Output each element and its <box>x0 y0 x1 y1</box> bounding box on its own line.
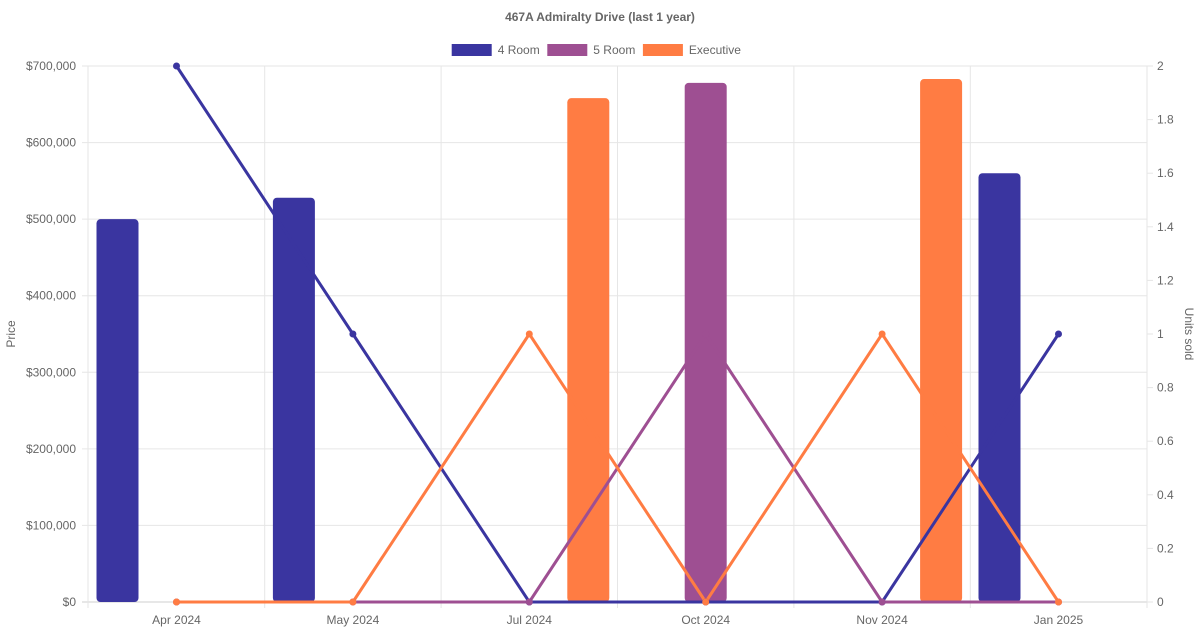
x-tick-label: Oct 2024 <box>681 613 730 627</box>
legend-swatch <box>547 44 588 56</box>
y-tick-label: $100,000 <box>26 518 76 532</box>
data-point <box>702 598 710 606</box>
y2-tick-label: 0 <box>1157 595 1164 609</box>
legend-swatch <box>642 44 683 56</box>
legend[interactable]: 4 Room 5 Room Executive <box>451 43 742 57</box>
series-line <box>176 332 1060 604</box>
y2-tick-label: 1.4 <box>1157 220 1174 234</box>
data-point <box>173 598 180 606</box>
bar <box>567 98 610 602</box>
bar <box>96 219 139 602</box>
y-tick-label: $700,000 <box>26 59 76 73</box>
data-point <box>173 62 180 70</box>
data-point <box>525 598 533 606</box>
bar <box>920 79 963 602</box>
y2-tick-label: 1.8 <box>1157 113 1174 127</box>
y2-tick-label: 0.8 <box>1157 381 1174 395</box>
data-point <box>525 330 533 338</box>
legend-label: Executive <box>689 43 741 57</box>
gridlines <box>82 65 1153 608</box>
y-tick-label: $400,000 <box>26 289 76 303</box>
chart-title: 467A Admiralty Drive (last 1 year) <box>505 10 695 24</box>
data-point <box>702 330 710 338</box>
bar <box>978 173 1021 602</box>
y2-tick-label: 1.6 <box>1157 166 1174 180</box>
data-point <box>878 598 886 606</box>
y-tick-label: $500,000 <box>26 212 76 226</box>
lines <box>175 65 1060 604</box>
y-axis-left: $0 $100,000 $200,000 $300,000 $400,000 $500,0… <box>26 59 76 609</box>
series-line <box>175 65 1060 604</box>
legend-label: 4 Room <box>498 43 540 57</box>
y-tick-label: $200,000 <box>26 442 76 456</box>
y2-tick-label: 0.2 <box>1157 541 1174 555</box>
x-tick-label: Apr 2024 <box>152 613 201 627</box>
bar <box>272 197 315 602</box>
x-tick-label: Jan 2025 <box>1034 613 1084 627</box>
x-tick-label: May 2024 <box>327 613 380 627</box>
x-tick-label: Jul 2024 <box>507 613 553 627</box>
y-tick-label: $300,000 <box>26 365 76 379</box>
x-axis: Apr 2024 May 2024 Jul 2024 Oct 2024 Nov 2024… <box>152 613 1083 627</box>
x-tick-label: Nov 2024 <box>856 613 908 627</box>
legend-swatch <box>451 44 492 56</box>
y-axis-title: Price <box>4 320 18 348</box>
data-point <box>878 330 886 338</box>
y2-tick-label: 1 <box>1157 327 1164 341</box>
y-tick-label: $600,000 <box>26 136 76 150</box>
legend-label: 5 Room <box>593 43 635 57</box>
y2-tick-label: 0.4 <box>1157 488 1174 502</box>
data-point <box>1055 330 1062 338</box>
data-point <box>349 330 357 338</box>
y2-tick-label: 0.6 <box>1157 434 1174 448</box>
points <box>173 62 1062 606</box>
y-axis-right: 0 0.2 0.4 0.6 0.8 1 1.2 1.4 1.6 1.8 2 <box>1157 59 1174 609</box>
y2-tick-label: 1.2 <box>1157 273 1174 287</box>
y2-axis-title: Units sold <box>1182 308 1196 361</box>
bar <box>684 82 727 603</box>
data-point <box>349 598 357 606</box>
data-point <box>1055 598 1062 606</box>
y-tick-label: $0 <box>63 595 77 609</box>
y2-tick-label: 2 <box>1157 59 1164 73</box>
